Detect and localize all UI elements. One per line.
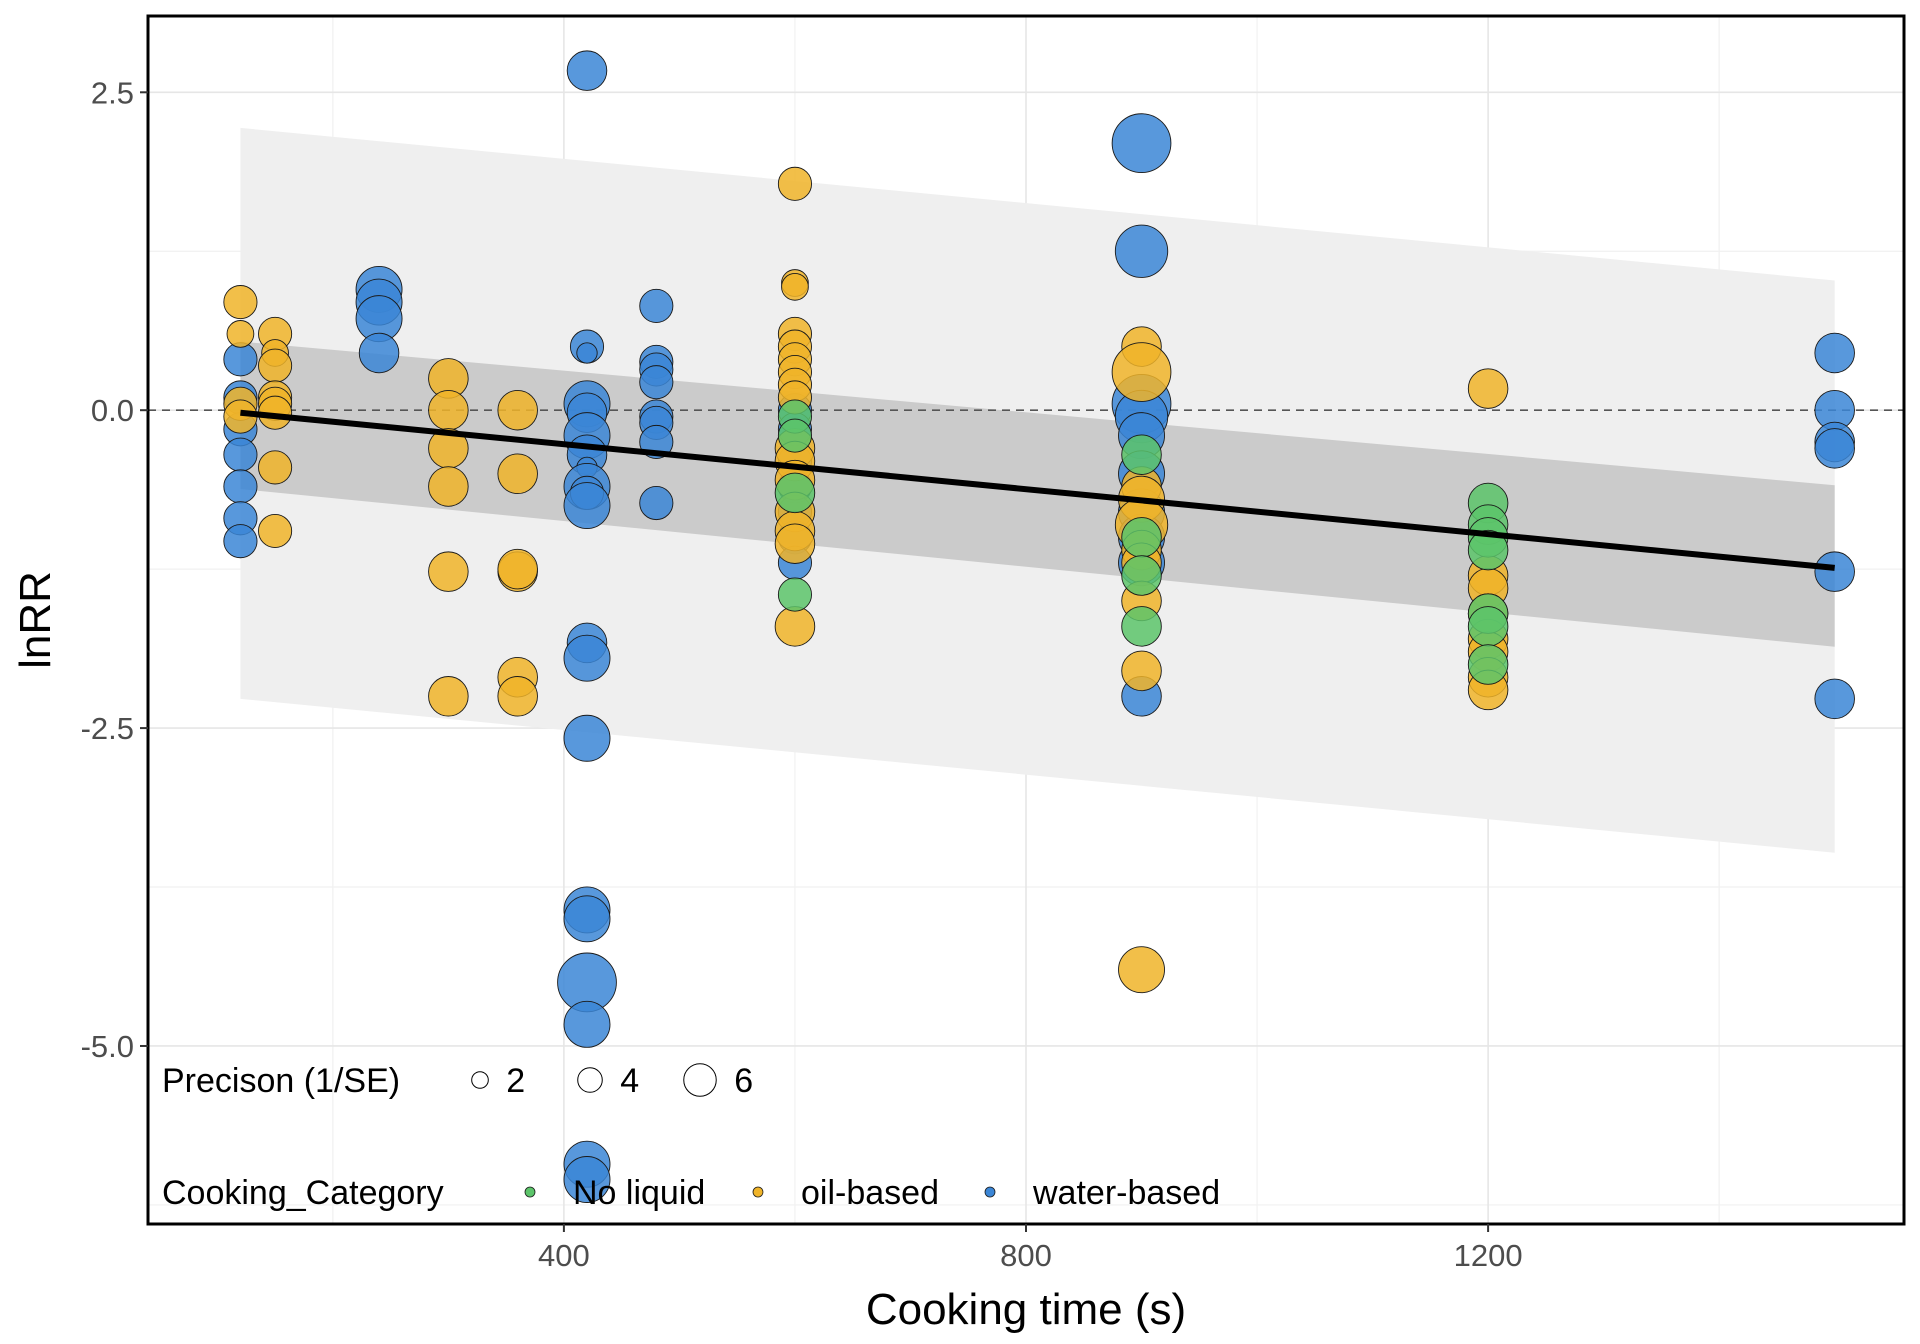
y-tick-label: 2.5 — [91, 75, 134, 110]
axes: 2.5 0.0 -2.5 -5.0 400 800 1200 — [81, 75, 1523, 1273]
data-point — [223, 437, 258, 472]
series-oil-based — [223, 166, 1509, 994]
regression-line — [240, 409, 1835, 571]
data-point — [497, 453, 538, 495]
data-point — [1814, 428, 1855, 469]
size-legend-title: Precison (1/SE) — [162, 1062, 400, 1100]
color-legend-label: No liquid — [573, 1174, 705, 1212]
data-point — [1814, 551, 1855, 592]
data-point — [226, 320, 255, 348]
data-point — [639, 365, 674, 400]
data-point — [563, 1156, 611, 1203]
x-axis-title: Cooking time (s) — [866, 1285, 1186, 1334]
data-point — [223, 469, 258, 504]
data-point — [566, 50, 608, 91]
data-point — [1467, 606, 1509, 647]
data-point — [1118, 946, 1165, 994]
color-legend-key — [752, 1186, 764, 1198]
data-point — [563, 714, 611, 762]
data-point — [563, 895, 611, 943]
data-point — [258, 348, 293, 383]
data-point — [563, 634, 611, 682]
data-point — [639, 288, 674, 323]
confidence-band — [240, 341, 1835, 647]
data-point — [1121, 434, 1162, 475]
data-point — [497, 676, 538, 717]
size-legend-key — [577, 1067, 603, 1093]
data-point — [497, 548, 538, 590]
data-point — [1121, 650, 1162, 692]
y-axis-title: lnRR — [11, 571, 60, 669]
data-point — [1467, 368, 1509, 409]
y-tick-label: -2.5 — [81, 711, 134, 746]
data-point — [576, 342, 598, 364]
data-point — [1121, 555, 1162, 596]
data-point — [258, 513, 293, 549]
data-point — [563, 1000, 611, 1048]
color-legend-label: oil-based — [801, 1174, 939, 1212]
data-point — [563, 482, 611, 530]
plot-panel: Precison (1/SE) Cooking_Category 2 4 6 No l… — [146, 14, 1906, 1226]
series-no-liquid — [774, 399, 1509, 685]
data-point — [223, 285, 258, 320]
data-point — [639, 485, 674, 521]
color-legend-title: Cooking_Category — [162, 1174, 444, 1212]
data-point — [1111, 113, 1172, 174]
y-tick-label: 0.0 — [91, 393, 134, 428]
x-tick-label: 1200 — [1454, 1238, 1523, 1273]
data-point — [774, 472, 816, 514]
data-point — [1121, 517, 1162, 558]
data-point — [1121, 606, 1162, 647]
data-point — [428, 551, 469, 592]
fit-line — [240, 409, 1835, 571]
x-tick-label: 800 — [1000, 1238, 1052, 1273]
size-legend-label: 2 — [506, 1062, 525, 1100]
data-point — [428, 389, 469, 431]
data-point — [1467, 529, 1509, 571]
data-point — [428, 676, 469, 717]
size-legend-key — [683, 1063, 717, 1097]
data-point — [358, 332, 400, 374]
y-tick-label: -5.0 — [81, 1029, 134, 1064]
data-point — [497, 389, 538, 431]
data-point — [781, 272, 809, 301]
x-tick-label: 400 — [538, 1238, 590, 1273]
data-point — [774, 606, 816, 647]
data-point — [428, 466, 469, 507]
data-point — [774, 523, 816, 564]
color-legend-label: water-based — [1032, 1174, 1220, 1212]
data-point — [777, 577, 812, 612]
data-point — [777, 418, 812, 453]
data-point — [1111, 342, 1172, 402]
color-legend-key — [984, 1186, 996, 1198]
data-point — [258, 450, 293, 485]
data-point — [1814, 332, 1855, 374]
data-point — [777, 166, 812, 201]
data-point — [223, 524, 258, 559]
data-point — [1814, 678, 1855, 720]
color-legend-key — [524, 1186, 536, 1198]
legend: Precison (1/SE) Cooking_Category 2 4 6 No l… — [162, 1062, 1220, 1212]
size-legend-key — [471, 1071, 489, 1089]
data-point — [1114, 224, 1169, 278]
data-point — [1467, 644, 1509, 685]
size-legend-label: 6 — [734, 1062, 753, 1100]
size-legend-label: 4 — [620, 1062, 639, 1100]
